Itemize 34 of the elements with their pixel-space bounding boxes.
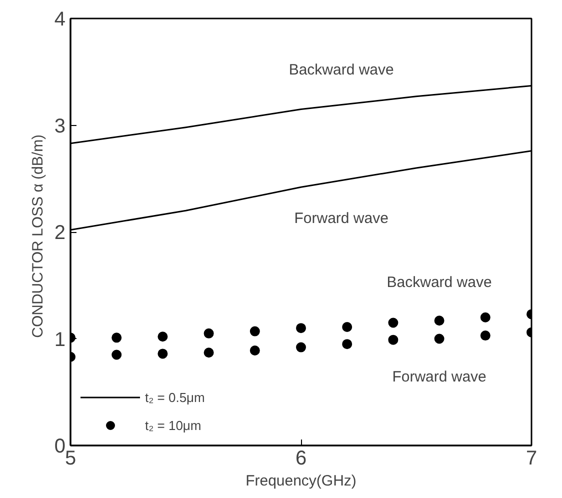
- point: [158, 348, 168, 359]
- point: [342, 339, 352, 350]
- x-axis-title: Frequency(GHz): [246, 472, 356, 490]
- y-tick-label: 4: [54, 8, 66, 30]
- point: [296, 323, 306, 334]
- point: [204, 348, 214, 358]
- point: [112, 350, 122, 360]
- legend-label: t₂ = 10μm: [145, 418, 202, 432]
- point: [388, 318, 398, 328]
- point: [480, 330, 490, 341]
- point: [480, 312, 490, 322]
- annotation: Backward wave: [386, 274, 492, 292]
- point: [434, 334, 444, 344]
- annotation: Backward wave: [288, 61, 394, 78]
- point: [388, 334, 398, 345]
- point: [434, 316, 444, 326]
- x-tick-label: 7: [526, 448, 538, 470]
- annotation: Forward wave: [392, 368, 486, 386]
- y-tick-label: 0: [54, 436, 66, 458]
- y-tick-label: 2: [54, 222, 66, 244]
- point: [112, 332, 122, 343]
- x-tick-label: 5: [64, 448, 76, 470]
- point: [158, 332, 168, 342]
- annotation: Forward wave: [294, 210, 388, 227]
- legend-label: t₂ = 0.5μm: [145, 390, 205, 404]
- y-tick-label: 1: [54, 328, 66, 351]
- point: [296, 342, 306, 352]
- x-tick-label: 6: [295, 448, 307, 470]
- y-tick-label: 3: [54, 115, 66, 138]
- point: [342, 322, 352, 332]
- y-axis-title: CONDUCTOR LOSS α (dB/m): [29, 134, 46, 338]
- point: [204, 328, 214, 338]
- point: [250, 346, 260, 356]
- point: [250, 326, 260, 336]
